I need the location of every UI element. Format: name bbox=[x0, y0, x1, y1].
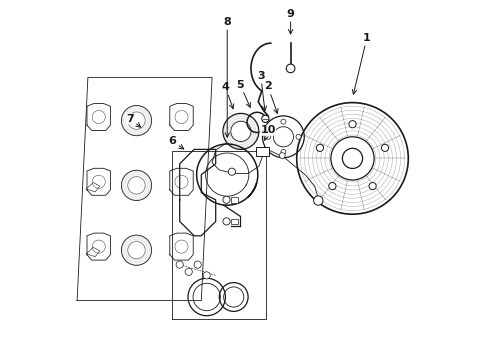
Circle shape bbox=[203, 272, 210, 279]
Text: 5: 5 bbox=[236, 80, 250, 107]
Circle shape bbox=[280, 119, 285, 124]
Text: 7: 7 bbox=[126, 114, 141, 127]
Circle shape bbox=[368, 183, 375, 190]
Circle shape bbox=[316, 144, 323, 152]
Circle shape bbox=[223, 218, 230, 225]
Text: 9: 9 bbox=[286, 9, 294, 34]
Text: 2: 2 bbox=[264, 81, 278, 113]
Text: 1: 1 bbox=[351, 33, 370, 94]
Circle shape bbox=[185, 268, 192, 275]
Circle shape bbox=[265, 134, 270, 139]
Circle shape bbox=[381, 144, 388, 152]
Circle shape bbox=[280, 149, 285, 154]
Text: 4: 4 bbox=[221, 82, 233, 109]
Circle shape bbox=[194, 261, 201, 268]
Text: 10: 10 bbox=[260, 125, 275, 140]
Circle shape bbox=[261, 115, 268, 122]
Circle shape bbox=[228, 168, 235, 175]
Text: 8: 8 bbox=[223, 17, 231, 137]
Circle shape bbox=[279, 153, 285, 158]
FancyBboxPatch shape bbox=[230, 219, 238, 224]
Circle shape bbox=[348, 121, 355, 128]
Circle shape bbox=[313, 196, 322, 205]
Text: 3: 3 bbox=[256, 71, 266, 111]
Circle shape bbox=[295, 134, 301, 139]
Circle shape bbox=[328, 183, 335, 190]
FancyBboxPatch shape bbox=[256, 147, 268, 156]
Circle shape bbox=[176, 261, 183, 268]
Circle shape bbox=[223, 196, 230, 203]
Text: 6: 6 bbox=[168, 136, 183, 149]
FancyBboxPatch shape bbox=[230, 197, 238, 203]
Circle shape bbox=[285, 64, 294, 73]
